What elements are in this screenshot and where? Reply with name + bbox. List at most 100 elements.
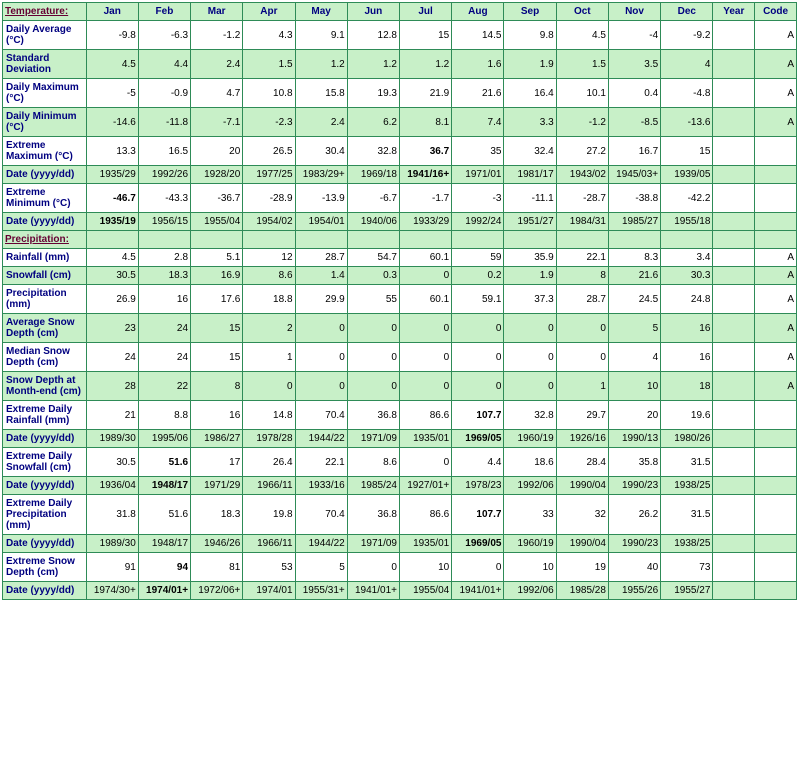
data-cell bbox=[713, 79, 755, 108]
data-cell: 59.1 bbox=[452, 285, 504, 314]
data-cell: 0 bbox=[504, 314, 556, 343]
data-cell bbox=[713, 477, 755, 495]
data-cell: 1984/31 bbox=[556, 213, 608, 231]
data-cell: 0 bbox=[399, 372, 451, 401]
data-cell: 1966/11 bbox=[243, 535, 295, 553]
header-temperature: Temperature: bbox=[3, 3, 87, 21]
row-label: Extreme Daily Precipitation (mm) bbox=[3, 495, 87, 535]
header-year: Year bbox=[713, 3, 755, 21]
data-cell: 107.7 bbox=[452, 495, 504, 535]
data-cell: 1989/30 bbox=[86, 430, 138, 448]
data-cell: -5 bbox=[86, 79, 138, 108]
data-cell: 29.9 bbox=[295, 285, 347, 314]
empty-cell bbox=[243, 231, 295, 249]
data-cell bbox=[755, 535, 797, 553]
data-cell: -28.7 bbox=[556, 184, 608, 213]
data-cell: 30.4 bbox=[295, 137, 347, 166]
data-cell: -38.8 bbox=[608, 184, 660, 213]
data-cell: 24 bbox=[86, 343, 138, 372]
data-cell: 1955/18 bbox=[661, 213, 713, 231]
section-header: Precipitation: bbox=[3, 231, 87, 249]
table-row: Extreme Minimum (°C)-46.7-43.3-36.7-28.9… bbox=[3, 184, 797, 213]
data-cell bbox=[713, 50, 755, 79]
table-row: Date (yyyy/dd)1935/291992/261928/201977/… bbox=[3, 166, 797, 184]
data-cell: 8.8 bbox=[138, 401, 190, 430]
table-row: Extreme Daily Snowfall (cm)30.551.61726.… bbox=[3, 448, 797, 477]
data-cell: 1969/05 bbox=[452, 430, 504, 448]
data-cell: 60.1 bbox=[399, 285, 451, 314]
data-cell bbox=[755, 553, 797, 582]
data-cell: 1944/22 bbox=[295, 535, 347, 553]
data-cell: A bbox=[755, 79, 797, 108]
data-cell: 18.6 bbox=[504, 448, 556, 477]
data-cell: 19.8 bbox=[243, 495, 295, 535]
data-cell: -6.3 bbox=[138, 21, 190, 50]
data-cell: 1.9 bbox=[504, 267, 556, 285]
data-cell: 107.7 bbox=[452, 401, 504, 430]
data-cell: 22.1 bbox=[556, 249, 608, 267]
data-cell: 3.4 bbox=[661, 249, 713, 267]
header-jan: Jan bbox=[86, 3, 138, 21]
data-cell bbox=[755, 430, 797, 448]
data-cell: 1992/06 bbox=[504, 477, 556, 495]
empty-cell bbox=[661, 231, 713, 249]
data-cell: 0 bbox=[347, 343, 399, 372]
row-label: Median Snow Depth (cm) bbox=[3, 343, 87, 372]
data-cell: -42.2 bbox=[661, 184, 713, 213]
data-cell: A bbox=[755, 249, 797, 267]
table-row: Average Snow Depth (cm)2324152000000516A bbox=[3, 314, 797, 343]
data-cell: 16 bbox=[661, 314, 713, 343]
data-cell: 1933/29 bbox=[399, 213, 451, 231]
row-label: Extreme Minimum (°C) bbox=[3, 184, 87, 213]
data-cell: 8.6 bbox=[347, 448, 399, 477]
data-cell: 0 bbox=[347, 372, 399, 401]
data-cell: 33 bbox=[504, 495, 556, 535]
data-cell: 1946/26 bbox=[191, 535, 243, 553]
data-cell: 16.7 bbox=[608, 137, 660, 166]
data-cell: 1971/01 bbox=[452, 166, 504, 184]
data-cell: 1986/27 bbox=[191, 430, 243, 448]
data-cell: 1955/04 bbox=[191, 213, 243, 231]
data-cell: A bbox=[755, 314, 797, 343]
data-cell: 54.7 bbox=[347, 249, 399, 267]
data-cell: 1972/06+ bbox=[191, 582, 243, 600]
data-cell bbox=[755, 401, 797, 430]
data-cell: A bbox=[755, 267, 797, 285]
data-cell: 1939/05 bbox=[661, 166, 713, 184]
data-cell: -6.7 bbox=[347, 184, 399, 213]
data-cell: -1.2 bbox=[191, 21, 243, 50]
data-cell: 28.4 bbox=[556, 448, 608, 477]
data-cell bbox=[713, 495, 755, 535]
data-cell: -2.3 bbox=[243, 108, 295, 137]
data-cell: 1935/01 bbox=[399, 535, 451, 553]
data-cell: 0 bbox=[399, 267, 451, 285]
data-cell: 0 bbox=[452, 343, 504, 372]
data-cell: 26.4 bbox=[243, 448, 295, 477]
data-cell: 21.6 bbox=[608, 267, 660, 285]
data-cell: -4.8 bbox=[661, 79, 713, 108]
data-cell: -11.8 bbox=[138, 108, 190, 137]
data-cell: 1980/26 bbox=[661, 430, 713, 448]
header-feb: Feb bbox=[138, 3, 190, 21]
data-cell: -14.6 bbox=[86, 108, 138, 137]
data-cell: 22.1 bbox=[295, 448, 347, 477]
data-cell: A bbox=[755, 372, 797, 401]
data-cell: 16.4 bbox=[504, 79, 556, 108]
data-cell: 1966/11 bbox=[243, 477, 295, 495]
row-label: Date (yyyy/dd) bbox=[3, 213, 87, 231]
data-cell: 1941/16+ bbox=[399, 166, 451, 184]
data-cell: -1.7 bbox=[399, 184, 451, 213]
data-cell bbox=[755, 582, 797, 600]
data-cell: 1.4 bbox=[295, 267, 347, 285]
data-cell bbox=[713, 448, 755, 477]
data-cell: 9.8 bbox=[504, 21, 556, 50]
data-cell: 1951/27 bbox=[504, 213, 556, 231]
data-cell: 4.5 bbox=[556, 21, 608, 50]
data-cell: 3.3 bbox=[504, 108, 556, 137]
data-cell: 18.3 bbox=[191, 495, 243, 535]
data-cell: 10.1 bbox=[556, 79, 608, 108]
data-cell: 1990/04 bbox=[556, 535, 608, 553]
header-nov: Nov bbox=[608, 3, 660, 21]
data-cell bbox=[755, 448, 797, 477]
data-cell: 0 bbox=[556, 343, 608, 372]
